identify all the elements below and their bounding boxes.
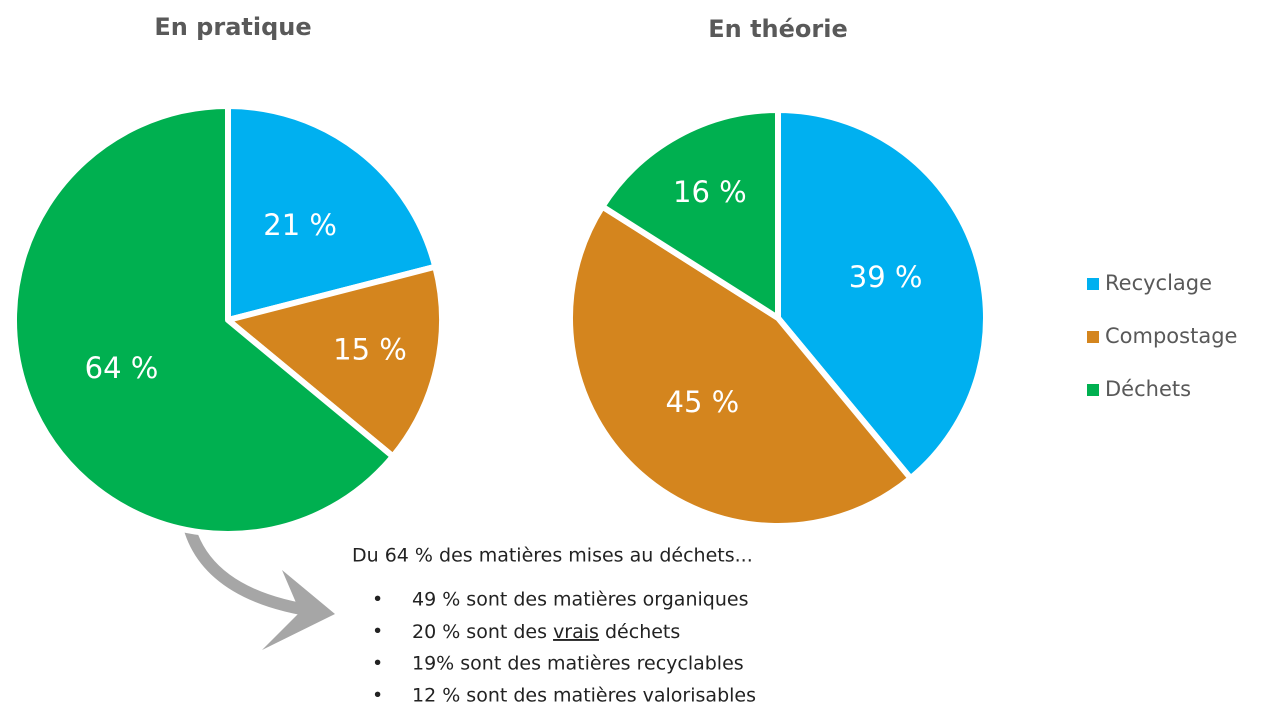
- list-item-underline: vrais: [553, 621, 599, 643]
- arrow-head: [262, 570, 335, 650]
- data-label: 21 %: [263, 208, 337, 242]
- bullet: •: [372, 621, 383, 643]
- bullet: •: [372, 685, 383, 707]
- pie-slice: [567, 203, 914, 529]
- list-item: 49 % sont des matières organiques: [412, 589, 748, 611]
- legend-label: Compostage: [1105, 324, 1237, 348]
- pie-slice: [225, 263, 445, 460]
- legend-swatch: [1087, 384, 1099, 396]
- data-label: 39 %: [849, 260, 923, 294]
- list-item-text: déchets: [599, 621, 680, 643]
- legend-label: Recyclage: [1105, 271, 1212, 295]
- legend-swatch: [1087, 331, 1099, 343]
- legend-label: Déchets: [1105, 377, 1191, 401]
- list-item: 12 % sont des matières valorisables: [412, 685, 756, 707]
- data-label: 15 %: [333, 333, 407, 367]
- bullet: •: [372, 589, 383, 611]
- annotation-heading: Du 64 % des matières mises au déchets...: [352, 545, 753, 567]
- list-item-text: 20 % sont des: [412, 621, 553, 643]
- data-label: 16 %: [673, 175, 747, 209]
- pie-slice: [225, 103, 439, 323]
- pie-slice: [599, 107, 781, 321]
- pie-slice: [11, 103, 396, 537]
- chart-title: En pratique: [154, 13, 311, 41]
- chart-title: En théorie: [708, 15, 848, 43]
- list-item: 19% sont des matières recyclables: [412, 653, 744, 675]
- pie-slice: [775, 107, 989, 482]
- data-label: 64 %: [85, 351, 159, 385]
- annotation-list: • 49 % sont des matières organiques • 20…: [372, 589, 756, 707]
- legend-swatch: [1087, 278, 1099, 290]
- list-item: 20 % sont des vrais déchets: [412, 621, 680, 643]
- data-label: 45 %: [666, 385, 740, 419]
- bullet: •: [372, 653, 383, 675]
